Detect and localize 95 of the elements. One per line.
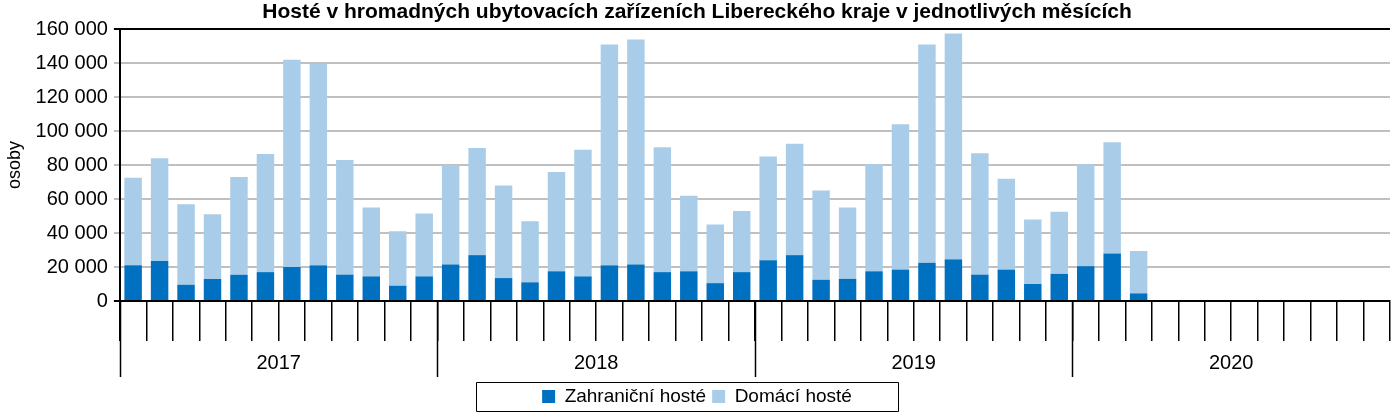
y-tick-label: 20 000 [46,254,108,277]
bar [865,271,883,300]
bar [256,154,275,273]
bar [494,185,513,279]
y-tick-label: 80 000 [46,152,108,175]
bar [177,284,195,300]
bar [177,204,195,285]
bar [944,259,963,300]
bar [653,147,672,273]
bar [600,265,619,300]
bar [732,210,751,273]
bar [203,214,222,279]
bar [468,255,486,300]
bar [785,255,804,300]
bar [706,283,724,300]
bar [812,190,830,280]
bar [732,272,751,300]
bar [336,274,354,300]
bar [547,271,566,300]
bar [521,221,539,283]
bar [150,261,169,300]
bar [1103,253,1121,300]
bar [124,265,142,300]
bar [203,278,222,300]
bar [230,274,248,300]
y-tick-label: 0 [96,288,108,311]
y-tick-label: 120 000 [35,84,108,107]
bar [785,143,804,256]
bar [812,279,830,300]
bar [997,269,1016,300]
bar [891,269,910,300]
bar [309,265,328,300]
legend-label: Zahraniční hosté [564,384,707,406]
bar [971,153,989,275]
bar [441,165,460,265]
y-tick-label: 140 000 [35,50,108,73]
bar [706,224,724,284]
legend-label: Domácí hosté [734,384,852,406]
bar [362,276,380,300]
bar [124,177,142,266]
chart-title: Hosté v hromadných ubytovacích zařízeních Libereckého kraje v jednotlivých měsících [262,0,1132,23]
bar [441,264,460,300]
bar [283,267,301,300]
bar [1076,266,1095,300]
bar [971,274,989,300]
text: 2019 [891,350,936,373]
bar [680,195,698,272]
bar [918,44,936,263]
bar [865,164,883,272]
bar [918,262,936,300]
y-tick-label: 160 000 [35,16,108,39]
y-tick-label: 40 000 [46,220,108,243]
bar [1129,250,1148,294]
bar [891,124,910,270]
bar [997,178,1016,270]
bar [230,176,248,275]
y-tick-label: 100 000 [35,118,108,141]
bar [362,207,380,277]
bar [415,276,433,300]
bar [521,282,539,300]
text: 2017 [256,350,301,373]
bar [283,59,301,268]
bar [1050,211,1068,274]
bar [1050,273,1068,300]
bar [759,260,777,300]
y-axis-title: osoby [3,141,24,190]
bar [547,171,566,272]
bar [627,39,645,265]
bar [389,285,407,300]
bar [1129,293,1148,300]
bar [256,272,275,300]
bar [415,213,433,277]
bar [468,148,486,256]
bar [309,64,328,266]
bar [838,278,857,300]
text: 2018 [573,350,619,373]
bar [574,276,592,300]
bar [1024,219,1042,285]
bar [759,156,777,261]
bar [336,160,354,275]
bar [838,207,857,279]
bar [1024,284,1042,300]
bar [150,158,169,262]
bar [600,44,619,266]
bar [680,271,698,300]
bar [1076,164,1095,267]
bar [627,264,645,300]
bar [653,272,672,300]
bar [1103,142,1121,254]
text: 2020 [1208,350,1254,373]
bar [574,149,592,277]
y-tick-label: 60 000 [46,186,108,209]
bar [389,231,407,286]
bar [494,278,513,300]
bar [944,33,963,260]
